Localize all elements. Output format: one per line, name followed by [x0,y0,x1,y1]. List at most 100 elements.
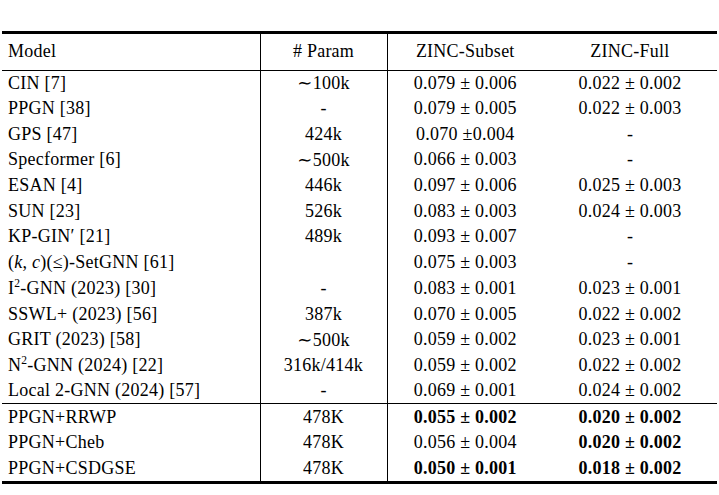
model-cell: PPGN [38] [2,96,260,122]
zinc-subset-cell: 0.059 ± 0.002 [387,353,543,379]
param-cell: 424k [260,121,387,147]
table-row: PPGN+RRWP478K0.055 ± 0.0020.020 ± 0.002 [2,404,717,430]
document-page: Model # Param ZINC-Subset ZINC-Full CIN … [0,0,719,495]
param-cell: ∼500k [260,147,387,173]
table-row: I2-GNN (2023) [30]-0.083 ± 0.0010.023 ± … [2,276,717,302]
table-row: (k, c)(≤)-SetGNN [61] 0.075 ± 0.003- [2,250,717,276]
model-name-segment: c [32,252,40,272]
model-cell: PPGN+Cheb [2,430,260,456]
zinc-full-cell: 0.023 ± 0.001 [543,276,717,302]
screenshot-root: { "colors": { "background": "#ffffff", "… [0,0,719,495]
param-cell: 489k [260,224,387,250]
column-header-zinc-full: ZINC-Full [543,34,717,70]
zinc-full-cell: - [543,121,717,147]
model-name-segment: N [8,355,21,375]
model-cell: Specformer [6] [2,147,260,173]
table-row: ESAN [4]446k0.097 ± 0.0060.025 ± 0.003 [2,173,717,199]
param-cell: ∼500k [260,327,387,353]
model-cell: SSWL+ (2023) [56] [2,301,260,327]
zinc-subset-cell: 0.083 ± 0.001 [387,276,543,302]
table-row: KP-GIN′ [21]489k0.093 ± 0.007- [2,224,717,250]
table-row: PPGN+Cheb478K0.056 ± 0.0040.020 ± 0.002 [2,430,717,456]
zinc-full-cell: 0.024 ± 0.003 [543,198,717,224]
zinc-subset-cell: 0.097 ± 0.006 [387,173,543,199]
param-cell: 478K [260,404,387,430]
zinc-subset-cell: 0.050 ± 0.001 [387,455,543,481]
model-cell: ESAN [4] [2,173,260,199]
group-ours: PPGN+RRWP478K0.055 ± 0.0020.020 ± 0.002P… [2,404,717,481]
zinc-full-cell: 0.022 ± 0.002 [543,301,717,327]
table-row: Local 2-GNN (2024) [57]-0.069 ± 0.0010.0… [2,378,717,404]
model-cell: PPGN+CSDGSE [2,455,260,481]
param-cell: 387k [260,301,387,327]
results-table: Model # Param ZINC-Subset ZINC-Full CIN … [2,34,717,481]
model-cell: GRIT (2023) [58] [2,327,260,353]
param-cell: 478K [260,455,387,481]
zinc-full-cell: 0.020 ± 0.002 [543,404,717,430]
model-cell: GPS [47] [2,121,260,147]
table-bottom-rule [2,481,717,484]
model-name-segment: )(≤)-SetGNN [61] [40,252,174,272]
column-header-model: Model [2,34,260,70]
param-cell: - [260,96,387,122]
param-cell: - [260,276,387,302]
zinc-subset-cell: 0.056 ± 0.004 [387,430,543,456]
param-cell: ∼100k [260,70,387,96]
param-cell: 526k [260,198,387,224]
model-cell: Local 2-GNN (2024) [57] [2,378,260,404]
zinc-subset-cell: 0.079 ± 0.005 [387,96,543,122]
zinc-subset-cell: 0.093 ± 0.007 [387,224,543,250]
table-row: SUN [23]526k0.083 ± 0.0030.024 ± 0.003 [2,198,717,224]
zinc-full-cell: 0.022 ± 0.003 [543,96,717,122]
results-table-block: Model # Param ZINC-Subset ZINC-Full CIN … [2,31,717,484]
model-cell: PPGN+RRWP [2,404,260,430]
column-header-zinc-subset: ZINC-Subset [387,34,543,70]
zinc-subset-cell: 0.055 ± 0.002 [387,404,543,430]
model-name-segment: -GNN (2024) [22] [27,355,163,375]
model-cell: SUN [23] [2,198,260,224]
zinc-subset-cell: 0.079 ± 0.006 [387,70,543,96]
zinc-subset-cell: 0.066 ± 0.003 [387,147,543,173]
column-header-param: # Param [260,34,387,70]
model-cell: N2-GNN (2024) [22] [2,353,260,379]
zinc-subset-cell: 0.059 ± 0.002 [387,327,543,353]
param-cell: - [260,378,387,404]
header-row: Model # Param ZINC-Subset ZINC-Full [2,34,717,70]
zinc-subset-cell: 0.075 ± 0.003 [387,250,543,276]
model-name-segment: , [23,252,33,272]
zinc-full-cell: - [543,147,717,173]
model-cell: CIN [7] [2,70,260,96]
zinc-full-cell: 0.025 ± 0.003 [543,173,717,199]
table-row: GRIT (2023) [58]∼500k0.059 ± 0.0020.023 … [2,327,717,353]
param-cell: 478K [260,430,387,456]
zinc-full-cell: - [543,250,717,276]
param-cell: 316k/414k [260,353,387,379]
zinc-full-cell: - [543,224,717,250]
table-row: CIN [7]∼100k0.079 ± 0.0060.022 ± 0.002 [2,70,717,96]
zinc-full-cell: 0.020 ± 0.002 [543,430,717,456]
param-cell [260,250,387,276]
table-row: N2-GNN (2024) [22]316k/414k0.059 ± 0.002… [2,353,717,379]
table-row: PPGN+CSDGSE478K0.050 ± 0.0010.018 ± 0.00… [2,455,717,481]
table-header: Model # Param ZINC-Subset ZINC-Full [2,34,717,70]
param-cell: 446k [260,173,387,199]
model-cell: KP-GIN′ [21] [2,224,260,250]
zinc-full-cell: 0.022 ± 0.002 [543,353,717,379]
table-row: SSWL+ (2023) [56]387k0.070 ± 0.0050.022 … [2,301,717,327]
model-cell: (k, c)(≤)-SetGNN [61] [2,250,260,276]
zinc-subset-cell: 0.069 ± 0.001 [387,378,543,404]
model-name-segment: -GNN (2023) [30] [20,278,156,298]
model-cell: I2-GNN (2023) [30] [2,276,260,302]
zinc-full-cell: 0.023 ± 0.001 [543,327,717,353]
table-row: GPS [47]424k0.070 ±0.004- [2,121,717,147]
zinc-subset-cell: 0.070 ± 0.005 [387,301,543,327]
table-row: Specformer [6]∼500k0.066 ± 0.003- [2,147,717,173]
table-row: PPGN [38]-0.079 ± 0.0050.022 ± 0.003 [2,96,717,122]
zinc-full-cell: 0.018 ± 0.002 [543,455,717,481]
zinc-subset-cell: 0.070 ±0.004 [387,121,543,147]
group-baselines: CIN [7]∼100k0.079 ± 0.0060.022 ± 0.002PP… [2,70,717,404]
model-name-segment: k [14,252,22,272]
zinc-subset-cell: 0.083 ± 0.003 [387,198,543,224]
zinc-full-cell: 0.022 ± 0.002 [543,70,717,96]
zinc-full-cell: 0.024 ± 0.002 [543,378,717,404]
